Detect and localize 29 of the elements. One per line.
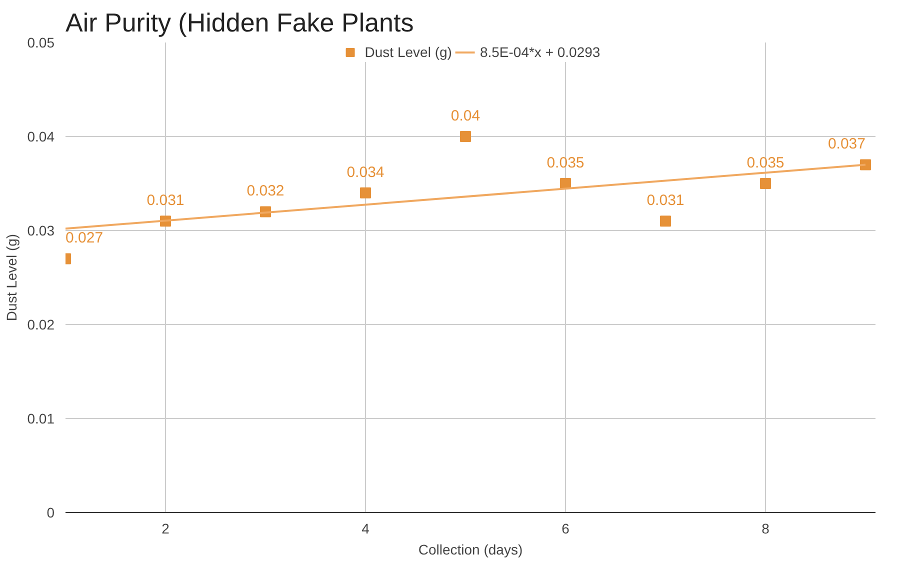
x-axis-title: Collection (days) bbox=[418, 542, 523, 558]
x-tick-label: 2 bbox=[162, 520, 170, 536]
y-tick-label: 0.03 bbox=[27, 222, 55, 238]
point bbox=[760, 178, 771, 189]
data-label: 0.027 bbox=[66, 230, 104, 247]
point bbox=[460, 131, 471, 142]
y-tick-label: 0.05 bbox=[27, 34, 55, 50]
y-tick-label: 0.04 bbox=[27, 128, 55, 144]
data-label: 0.031 bbox=[146, 192, 184, 210]
data-label: 0.031 bbox=[646, 192, 684, 210]
y-tick-label: 0.01 bbox=[27, 410, 55, 426]
data-label: 0.04 bbox=[450, 108, 480, 124]
chart-title: Air Purity (Hidden Fake Plants bbox=[66, 8, 414, 38]
x-tick-label: 4 bbox=[362, 520, 370, 536]
legend-label: 8.5E-04*x + 0.0293 bbox=[480, 44, 600, 60]
y-tick-label: 0 bbox=[46, 504, 55, 520]
x-tick-label: 6 bbox=[562, 520, 570, 536]
point bbox=[660, 216, 671, 227]
data-label: 0.034 bbox=[346, 164, 384, 181]
x-tick-label: 8 bbox=[762, 520, 770, 536]
data-label: 0.035 bbox=[746, 154, 784, 172]
data-label: 0.035 bbox=[546, 154, 584, 172]
point bbox=[860, 159, 871, 170]
y-tick-label: 0.02 bbox=[27, 316, 55, 332]
point bbox=[360, 187, 371, 198]
y-axis-title: Dust Level (g) bbox=[3, 234, 20, 322]
legend-label: Dust Level (g) bbox=[364, 44, 452, 60]
data-label: 0.032 bbox=[246, 182, 284, 200]
data-label: 0.037 bbox=[828, 136, 866, 153]
